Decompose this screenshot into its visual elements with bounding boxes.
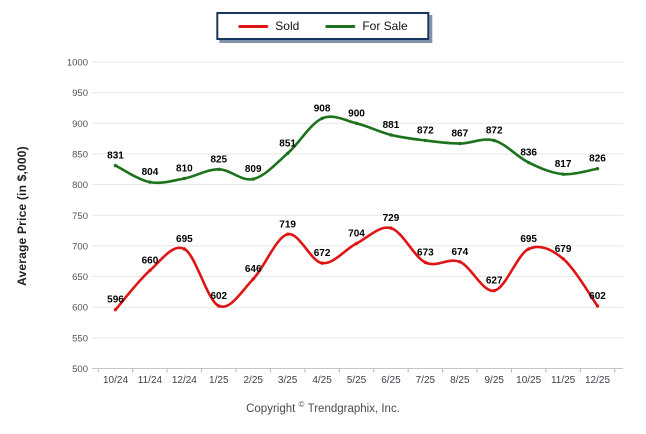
- data-point-for-sale: [148, 180, 152, 184]
- y-tick-label: 850: [72, 149, 88, 160]
- data-point-sold: [320, 261, 324, 265]
- data-label-for-sale: 809: [245, 164, 262, 175]
- data-point-for-sale: [561, 172, 565, 176]
- data-label-sold: 704: [348, 228, 365, 239]
- data-label-for-sale: 831: [107, 151, 124, 162]
- data-label-sold: 695: [176, 234, 193, 245]
- data-label-sold: 660: [142, 255, 159, 266]
- data-point-for-sale: [285, 151, 290, 156]
- data-point-sold: [595, 304, 600, 308]
- legend-item-for-sale[interactable]: For Sale: [325, 19, 408, 33]
- x-tick-label: 10/25: [516, 375, 541, 386]
- data-point-sold: [526, 247, 531, 251]
- y-tick-label: 800: [72, 180, 88, 191]
- data-label-for-sale: 908: [314, 103, 331, 114]
- data-label-for-sale: 900: [348, 108, 365, 119]
- data-point-sold: [182, 247, 187, 251]
- data-label-for-sale: 872: [417, 125, 434, 136]
- data-label-for-sale: 867: [451, 129, 468, 140]
- data-point-for-sale: [423, 138, 428, 143]
- x-tick-label: 7/25: [416, 375, 436, 386]
- x-tick-label: 11/24: [138, 375, 163, 386]
- data-point-for-sale: [320, 116, 324, 121]
- x-tick-label: 5/25: [347, 375, 367, 386]
- x-tick-label: 8/25: [450, 375, 470, 386]
- data-label-sold: 729: [383, 213, 400, 224]
- data-point-for-sale: [526, 160, 531, 165]
- data-point-sold: [561, 257, 565, 261]
- data-label-for-sale: 804: [142, 167, 159, 178]
- data-point-sold: [217, 304, 221, 308]
- legend: Sold For Sale: [216, 12, 430, 40]
- data-label-for-sale: 872: [486, 125, 503, 136]
- data-label-for-sale: 836: [520, 148, 537, 159]
- data-point-sold: [285, 232, 290, 236]
- data-label-sold: 596: [107, 295, 124, 306]
- data-point-for-sale: [389, 133, 393, 137]
- y-tick-label: 900: [72, 119, 88, 130]
- data-label-sold: 673: [417, 247, 434, 258]
- x-tick-label: 6/25: [381, 375, 401, 386]
- y-tick-label: 600: [72, 303, 88, 314]
- data-label-sold: 674: [451, 247, 468, 258]
- data-label-for-sale: 851: [279, 138, 296, 149]
- data-point-sold: [423, 260, 428, 265]
- data-label-sold: 695: [520, 234, 537, 245]
- x-tick-label: 10/24: [103, 375, 128, 386]
- data-label-for-sale: 825: [210, 154, 227, 165]
- data-label-sold: 602: [589, 291, 606, 302]
- copyright-symbol: ©: [298, 400, 305, 409]
- data-label-for-sale: 817: [555, 159, 572, 170]
- legend-label-sold: Sold: [275, 19, 300, 33]
- data-point-sold: [354, 241, 359, 246]
- data-point-for-sale: [217, 167, 221, 171]
- data-point-for-sale: [458, 141, 462, 146]
- data-point-sold: [148, 268, 152, 273]
- data-point-for-sale: [182, 176, 187, 181]
- data-point-for-sale: [354, 121, 359, 126]
- x-tick-label: 4/25: [312, 375, 332, 386]
- x-tick-label: 11/25: [551, 375, 576, 386]
- for-sale-line-swatch-icon: [325, 24, 356, 28]
- data-label-sold: 602: [210, 291, 227, 302]
- y-tick-label: 950: [72, 88, 88, 99]
- y-tick-label: 650: [72, 272, 88, 283]
- legend-label-for-sale: For Sale: [362, 19, 408, 33]
- copyright-text: Copyright © Trendgraphix, Inc.: [246, 400, 400, 415]
- x-tick-label: 1/25: [209, 375, 229, 386]
- y-tick-label: 500: [72, 364, 88, 375]
- x-tick-label: 12/25: [585, 375, 610, 386]
- data-point-for-sale: [595, 166, 600, 171]
- data-label-for-sale: 810: [176, 163, 193, 174]
- data-point-sold: [251, 277, 255, 281]
- data-label-sold: 646: [245, 264, 262, 275]
- y-tick-label: 550: [72, 333, 88, 344]
- x-tick-label: 9/25: [484, 375, 504, 386]
- data-point-sold: [458, 260, 462, 264]
- x-tick-label: 3/25: [278, 375, 298, 386]
- data-label-for-sale: 881: [383, 120, 400, 131]
- data-point-for-sale: [251, 177, 255, 181]
- data-label-sold: 679: [555, 244, 572, 255]
- x-tick-label: 12/24: [172, 375, 197, 386]
- data-label-sold: 719: [279, 219, 296, 230]
- data-point-sold: [113, 307, 118, 312]
- y-tick-label: 1000: [67, 58, 88, 69]
- data-label-sold: 627: [486, 276, 503, 287]
- legend-item-sold[interactable]: Sold: [238, 19, 299, 33]
- x-tick-label: 2/25: [243, 375, 263, 386]
- data-label-for-sale: 826: [589, 154, 606, 165]
- y-tick-label: 700: [72, 241, 88, 252]
- sold-line-swatch-icon: [238, 24, 269, 28]
- data-label-sold: 672: [314, 248, 331, 259]
- data-point-sold: [389, 226, 393, 230]
- y-tick-label: 750: [72, 211, 88, 222]
- data-point-sold: [492, 288, 496, 293]
- data-point-for-sale: [492, 138, 496, 143]
- data-point-for-sale: [113, 163, 118, 168]
